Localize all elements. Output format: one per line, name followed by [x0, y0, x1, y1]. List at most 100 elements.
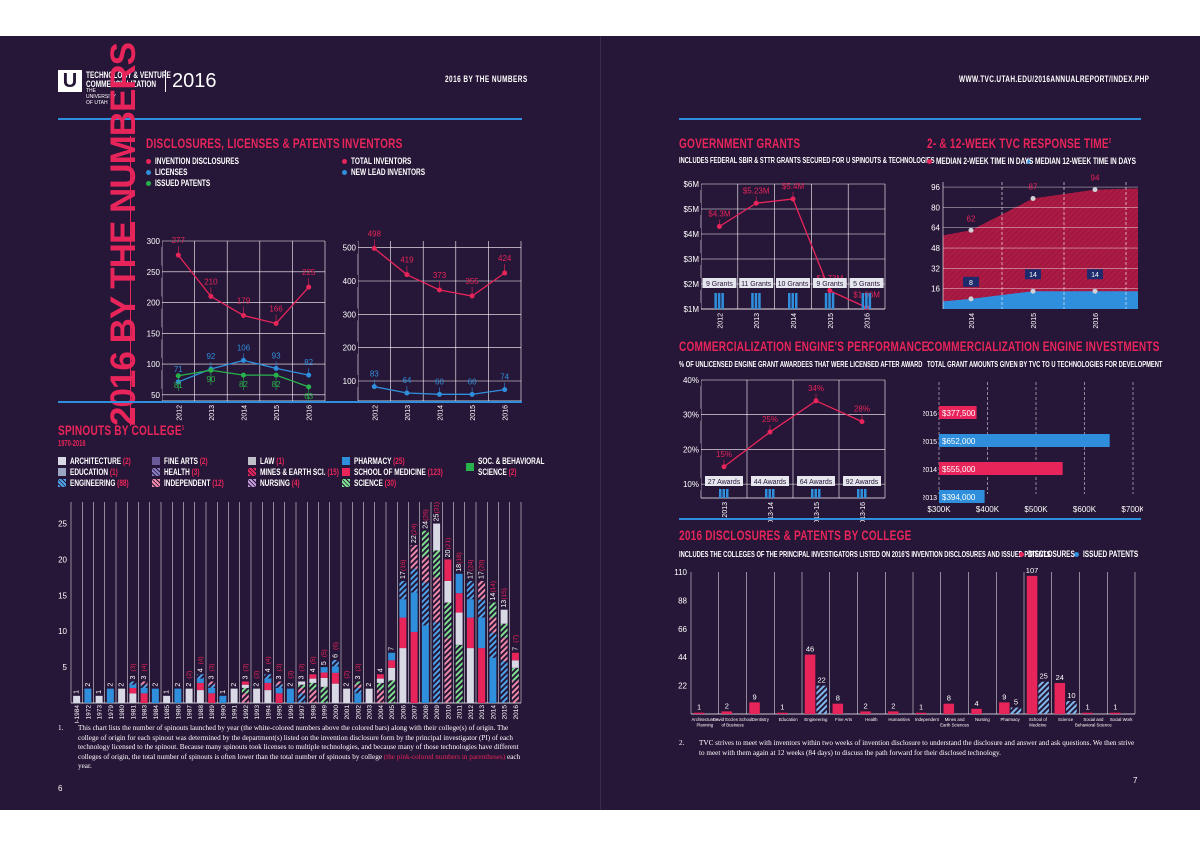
bar-segment [84, 688, 92, 703]
y-tick-bg [145, 296, 162, 309]
x-tick-label: 1997 [299, 705, 306, 720]
spinouts-title-sup: 1 [181, 425, 185, 432]
x-tick-label: 2015 [1031, 313, 1038, 329]
y-tick-label: 10% [683, 478, 701, 491]
y-tick-bg [145, 388, 162, 401]
total-label: 2 [231, 683, 238, 687]
y-tick-bg [145, 358, 162, 371]
by-college-legend: DISCLOSURES ISSUED PATENTS [1019, 549, 1160, 559]
y-tick-label: 300 [145, 235, 162, 247]
legend-label: SOC. & BEHAVIORAL SCIENCE (2) [478, 456, 545, 477]
legend-label: MINES & EARTH SCI. (15) [260, 467, 339, 477]
bar-segment [410, 545, 418, 569]
y-tick-label: 32 [931, 264, 940, 273]
college-count-label: (5) [321, 649, 328, 657]
total-label: 3 [209, 675, 216, 679]
award-count-bar [726, 489, 729, 498]
category-label: 2014 [923, 467, 937, 474]
award-count-box [843, 476, 881, 486]
data-point [1092, 187, 1098, 193]
x-tick-label: $500K [1024, 505, 1048, 514]
y-tick-bg [341, 241, 358, 254]
category-label: Education [779, 717, 799, 722]
data-label: 373 [433, 271, 447, 280]
area-2week-hatch [943, 188, 1138, 309]
college-count-label: (4) [265, 656, 272, 664]
bar-label: $394,000 [942, 493, 976, 502]
header-divider [165, 70, 166, 92]
bar-segment [444, 559, 452, 581]
response-title-text: 2- & 12-WEEK TVC RESPONSE TIME [927, 135, 1109, 151]
bar-segment [421, 530, 429, 557]
legend-swatch [248, 479, 256, 487]
legend-label: EDUCATION (1) [70, 467, 118, 477]
y-tick-bg [145, 327, 162, 340]
grant-count-bar [795, 293, 798, 309]
bar-segment [298, 681, 306, 685]
data-point [273, 320, 279, 326]
x-tick-label: 2012 [468, 705, 475, 720]
bar-segment [185, 688, 193, 703]
x-tick-label: 1989 [209, 705, 216, 720]
bar-segment [421, 625, 429, 703]
bar-segment [410, 592, 418, 632]
legend-label: DISCLOSURES [1028, 549, 1075, 559]
disclosure-label: 8 [836, 694, 840, 703]
legend-count: (30) [384, 478, 397, 488]
award-count-label: 44 Awards [754, 479, 787, 486]
footnote-2-num: 2. [679, 739, 685, 747]
grant-count-bar [751, 293, 754, 309]
college-count-label: (20) [479, 559, 486, 571]
bar-label: $377,500 [942, 409, 976, 418]
award-count-bar [864, 489, 867, 498]
legend-swatch [466, 463, 474, 471]
x-tick-label: 2005 [389, 705, 396, 720]
data-point [859, 419, 865, 425]
bar-segment [511, 680, 519, 703]
y-tick-bg [684, 478, 701, 491]
bar-segment [511, 652, 519, 661]
disclosure-bar [943, 703, 955, 714]
y-tick-bg [684, 203, 701, 215]
total-label: 7 [512, 647, 519, 651]
bar-segment [331, 672, 339, 684]
category-label: Fine Arts [835, 717, 852, 722]
bar-segment [399, 648, 407, 703]
bar-segment [410, 568, 418, 593]
y-tick-text: 100 [343, 377, 357, 386]
college-count-label: (3) [355, 664, 362, 672]
award-count-bar [814, 489, 817, 498]
bar-segment [354, 687, 362, 694]
x-tick-label: 2001 [344, 705, 351, 720]
total-label: 3 [299, 675, 306, 679]
total-label: 5 [321, 661, 328, 665]
x-tick-label: 1985 [164, 705, 171, 720]
legend-dot [927, 158, 932, 164]
grant-count-bar [758, 293, 761, 309]
y-tick-text: $4M [683, 230, 699, 239]
college-count-label: (24) [411, 524, 418, 536]
data-label: 28% [854, 405, 870, 414]
x-tick-label: 2014 [969, 313, 976, 329]
spinouts-legend-item: INDEPENDENT (12) [152, 478, 247, 488]
section-rule-right [679, 518, 1141, 520]
bar-segment [151, 688, 159, 703]
college-count-label: (18) [456, 552, 463, 564]
x-tick-label: 2014 [490, 705, 497, 720]
bar-segment [376, 678, 384, 683]
response-title: 2- & 12-WEEK TVC RESPONSE TIME2 [927, 135, 1111, 151]
y-tick-label: 64 [931, 224, 940, 233]
inventors-chart: 500 400 300 200 100 2012 2013 2014 2015 2016 498 41… [341, 229, 522, 421]
x-tick-label: 2010 [445, 705, 452, 720]
x-tick-label: 2016 [865, 313, 872, 329]
grant-count-bar [791, 293, 794, 309]
grant-count-box [739, 278, 774, 288]
x-tick-label: 1980 [119, 705, 126, 720]
bar [939, 462, 1063, 475]
header-url: WWW.TVC.UTAH.EDU/2016ANNUALREPORT/INDEX.… [959, 74, 1150, 84]
y-tick-bg [684, 253, 701, 265]
x-tick-label: 2016 [1093, 313, 1100, 329]
category-label: of Business [722, 723, 744, 728]
y-tick-label: 200 [145, 296, 162, 309]
